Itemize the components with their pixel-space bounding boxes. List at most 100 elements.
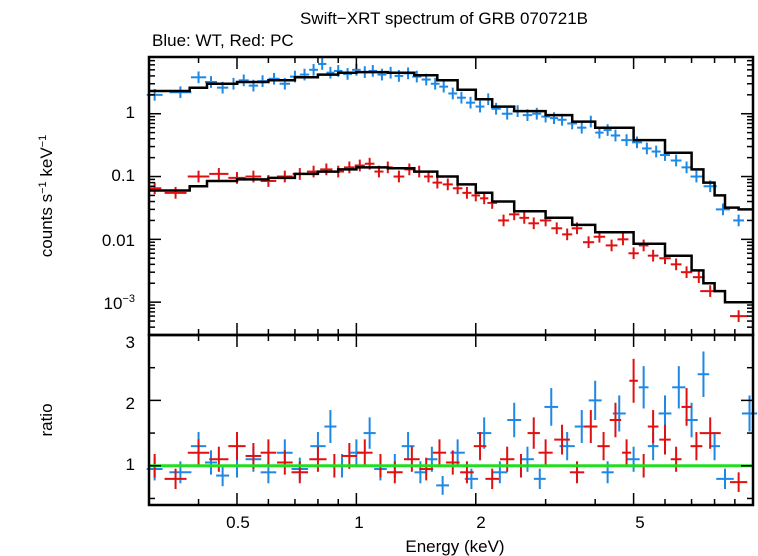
ratio-pc-point xyxy=(473,432,487,461)
spectrum-pc-point xyxy=(320,163,333,176)
ratio-pc-point xyxy=(659,424,671,455)
axis-ticks-layer xyxy=(148,56,753,505)
spectrum-y-axis-label: counts s−1 keV−1 xyxy=(37,135,56,257)
ratio-pc-point xyxy=(609,402,622,438)
spectrum-wt-point xyxy=(621,134,632,146)
spectrum-wt-point xyxy=(690,170,703,183)
xtick-label-2: 2 xyxy=(476,513,485,532)
spectrum-pc-point xyxy=(617,233,629,246)
ratio-pc-point xyxy=(527,417,540,449)
spectrum-wt-point xyxy=(412,70,422,83)
spectrum-pc-point xyxy=(519,211,530,224)
ratio-pc-point xyxy=(164,468,187,490)
ratio-pc-point xyxy=(404,446,420,472)
ratio-pc-point xyxy=(681,388,692,426)
spectrum-pc-point xyxy=(528,217,540,230)
spectrum-wt-point xyxy=(326,66,335,79)
ratio-wt-point xyxy=(544,388,559,426)
ratio-pc-point xyxy=(647,410,659,444)
spectrum-pc-point xyxy=(354,159,365,172)
ratio-ytick-label-2: 2 xyxy=(126,394,135,413)
ratio-pc-point xyxy=(187,439,210,467)
spectrum-pc-point xyxy=(498,214,510,227)
ratio-plot-frame xyxy=(147,333,755,507)
spectrum-wt-point xyxy=(377,68,387,81)
ratio-wt-point xyxy=(741,395,758,432)
xtick-label-1: 1 xyxy=(354,513,363,532)
spectrum-wt-point xyxy=(439,80,449,93)
spectrum-wt-point xyxy=(532,107,542,120)
ratio-pc-point xyxy=(445,450,460,475)
ratio-pc-point xyxy=(597,432,610,461)
xtick-label-5: 5 xyxy=(635,513,644,532)
ratio-pc-point xyxy=(690,432,703,461)
spectrum-wt-point xyxy=(268,72,280,85)
spectrum-wt-point xyxy=(577,121,587,134)
spectrum-wt-point xyxy=(456,91,466,104)
ratio-wt-point xyxy=(426,446,438,472)
ratio-pc-point xyxy=(670,446,682,472)
spectrum-ytick-label-1: 1 xyxy=(126,103,135,122)
spectrum-pc-point xyxy=(628,247,639,260)
spectrum-pc-point xyxy=(638,239,649,252)
ratio-pc-point xyxy=(228,432,246,461)
spectrum-wt-point xyxy=(631,136,643,149)
ratio-wt-point xyxy=(716,468,734,490)
ratio-pc-point xyxy=(584,410,598,444)
ratio-pc-point xyxy=(357,439,373,467)
ratio-pc-point xyxy=(538,439,553,467)
spectrum-pc-point xyxy=(647,249,659,262)
ratio-wt-point xyxy=(588,380,602,420)
spectrum-wt-point xyxy=(501,107,513,120)
ratio-y-axis-label: ratio xyxy=(37,403,56,436)
ratio-wt-point xyxy=(401,432,415,461)
spectrum-wt-point xyxy=(733,214,745,227)
spectrum-pc-point xyxy=(343,161,355,174)
spectrum-ytick-label-0.1: 0.1 xyxy=(111,166,135,185)
spectrum-pc-point xyxy=(187,170,210,183)
spectrum-wt-point xyxy=(465,96,476,109)
ratio-ytick-label-3: 3 xyxy=(126,333,135,352)
ratio-wt-point xyxy=(204,450,218,475)
ratio-pc-point xyxy=(730,472,748,492)
ratio-wt-point xyxy=(627,446,640,472)
spectrum-pc-point xyxy=(442,178,453,191)
spectrum-pc-point xyxy=(276,170,293,183)
ratio-wt-point xyxy=(507,402,522,438)
spectrum-wt-point xyxy=(715,203,731,216)
spectrum-wt-point xyxy=(448,87,458,100)
ratio-wt-point xyxy=(521,446,534,472)
ratio-pc-point xyxy=(629,358,638,403)
ratio-pc-point xyxy=(276,450,293,475)
chart-subtitle: Blue: WT, Red: PC xyxy=(152,31,294,50)
ratio-pc-point xyxy=(209,446,229,472)
ratio-wt-point xyxy=(533,468,546,490)
ratio-pc-point xyxy=(499,446,515,472)
ratio-pc-point xyxy=(622,439,632,467)
spectrum-pc-point xyxy=(680,266,693,279)
spectrum-wt-point xyxy=(610,129,621,142)
spectrum-data-layer xyxy=(146,58,753,322)
spectrum-wt-point xyxy=(204,76,218,88)
spectrum-wt-point xyxy=(317,58,327,70)
spectrum-pc-point xyxy=(582,236,595,249)
spectrum-wt-point xyxy=(309,63,319,76)
ratio-pc-point xyxy=(699,417,721,449)
spectrum-wt-point xyxy=(681,161,692,174)
spectrum-pc-point xyxy=(393,170,405,183)
spectrum-pc-point xyxy=(432,176,443,189)
spectrum-pc-model-line xyxy=(149,166,753,304)
spectrum-wt-point xyxy=(603,124,612,136)
ratio-wt-point xyxy=(638,366,649,409)
ratio-ytick-label-1: 1 xyxy=(126,455,135,474)
spectrum-wt-point xyxy=(430,77,440,90)
ratio-wt-point xyxy=(216,464,230,487)
spectrum-pc-point xyxy=(562,228,573,241)
spectrum-wt-point xyxy=(238,74,249,87)
ratio-wt-point xyxy=(436,475,450,495)
spectrum-pc-point xyxy=(551,222,563,235)
spectrum-wt-point xyxy=(651,145,661,158)
spectrum-ytick-label-0.001: 10−3 xyxy=(104,293,135,313)
spectrum-pc-point xyxy=(209,168,229,180)
ratio-wt-point xyxy=(697,351,710,397)
